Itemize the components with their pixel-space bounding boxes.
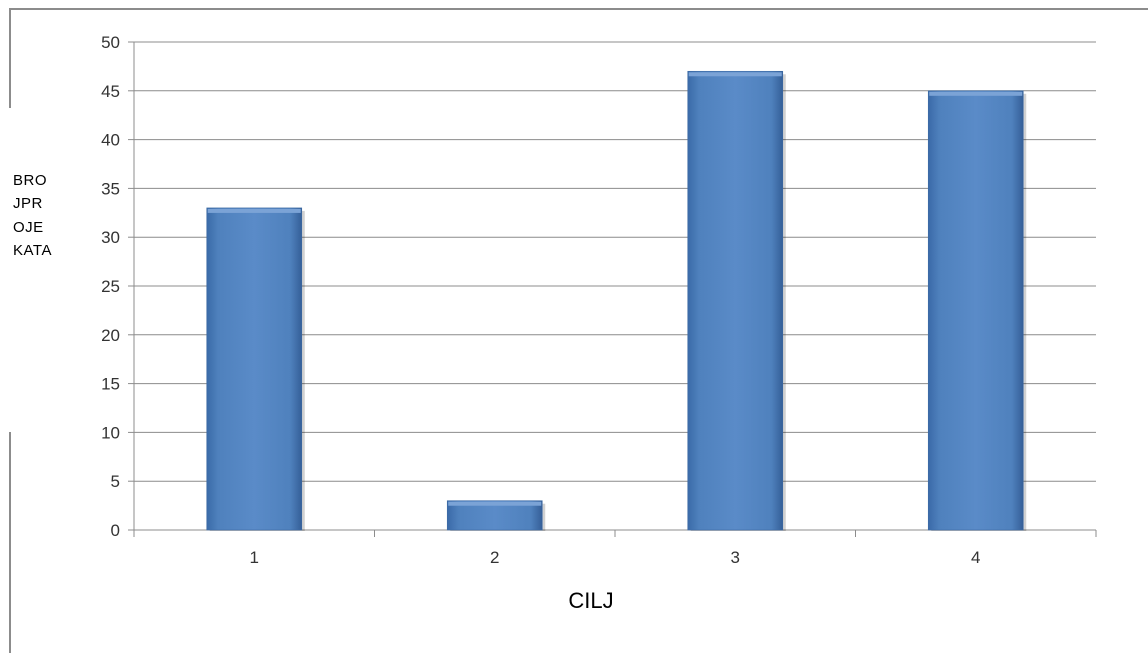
bar-bevel [688,72,782,77]
y-tick-labels: 0 5 10 15 20 25 30 35 40 45 50 [101,33,120,540]
y-tick-label: 45 [101,82,120,101]
bar-body [206,207,303,531]
y-tick-label: 0 [111,521,120,540]
y-tick-label: 35 [101,179,120,198]
bar-2 [446,500,546,531]
x-axis-label: CILJ [568,588,614,613]
y-tick-label: 40 [101,131,120,150]
y-axis-label: BROJPROJEKATA [13,172,52,259]
x-tick-label: 4 [971,548,980,567]
chart-frame-top [10,8,1148,10]
bar-3 [687,70,786,531]
bar-body [927,90,1024,531]
chart-frame-left-upper [9,8,11,108]
chart-frame-left-lower [9,432,11,653]
y-tick-label: 15 [101,375,120,394]
x-tick-label: 3 [731,548,740,567]
x-tick-labels: 1 2 3 4 [250,548,981,567]
y-tick-label: 20 [101,326,120,345]
y-tick-label: 30 [101,228,120,247]
y-tick-label: 10 [101,423,120,442]
x-tick-label: 2 [490,548,499,567]
bar-bevel [207,208,301,213]
x-tick-label: 1 [250,548,259,567]
bars [206,70,1027,532]
bar-bevel [448,501,542,506]
y-tick-label: 5 [111,472,120,491]
y-tick-label: 25 [101,277,120,296]
bar-bevel [929,91,1023,96]
y-tick-label: 50 [101,33,120,52]
bar-body [687,70,784,531]
bar-4 [927,90,1027,532]
bar-1 [206,207,305,532]
